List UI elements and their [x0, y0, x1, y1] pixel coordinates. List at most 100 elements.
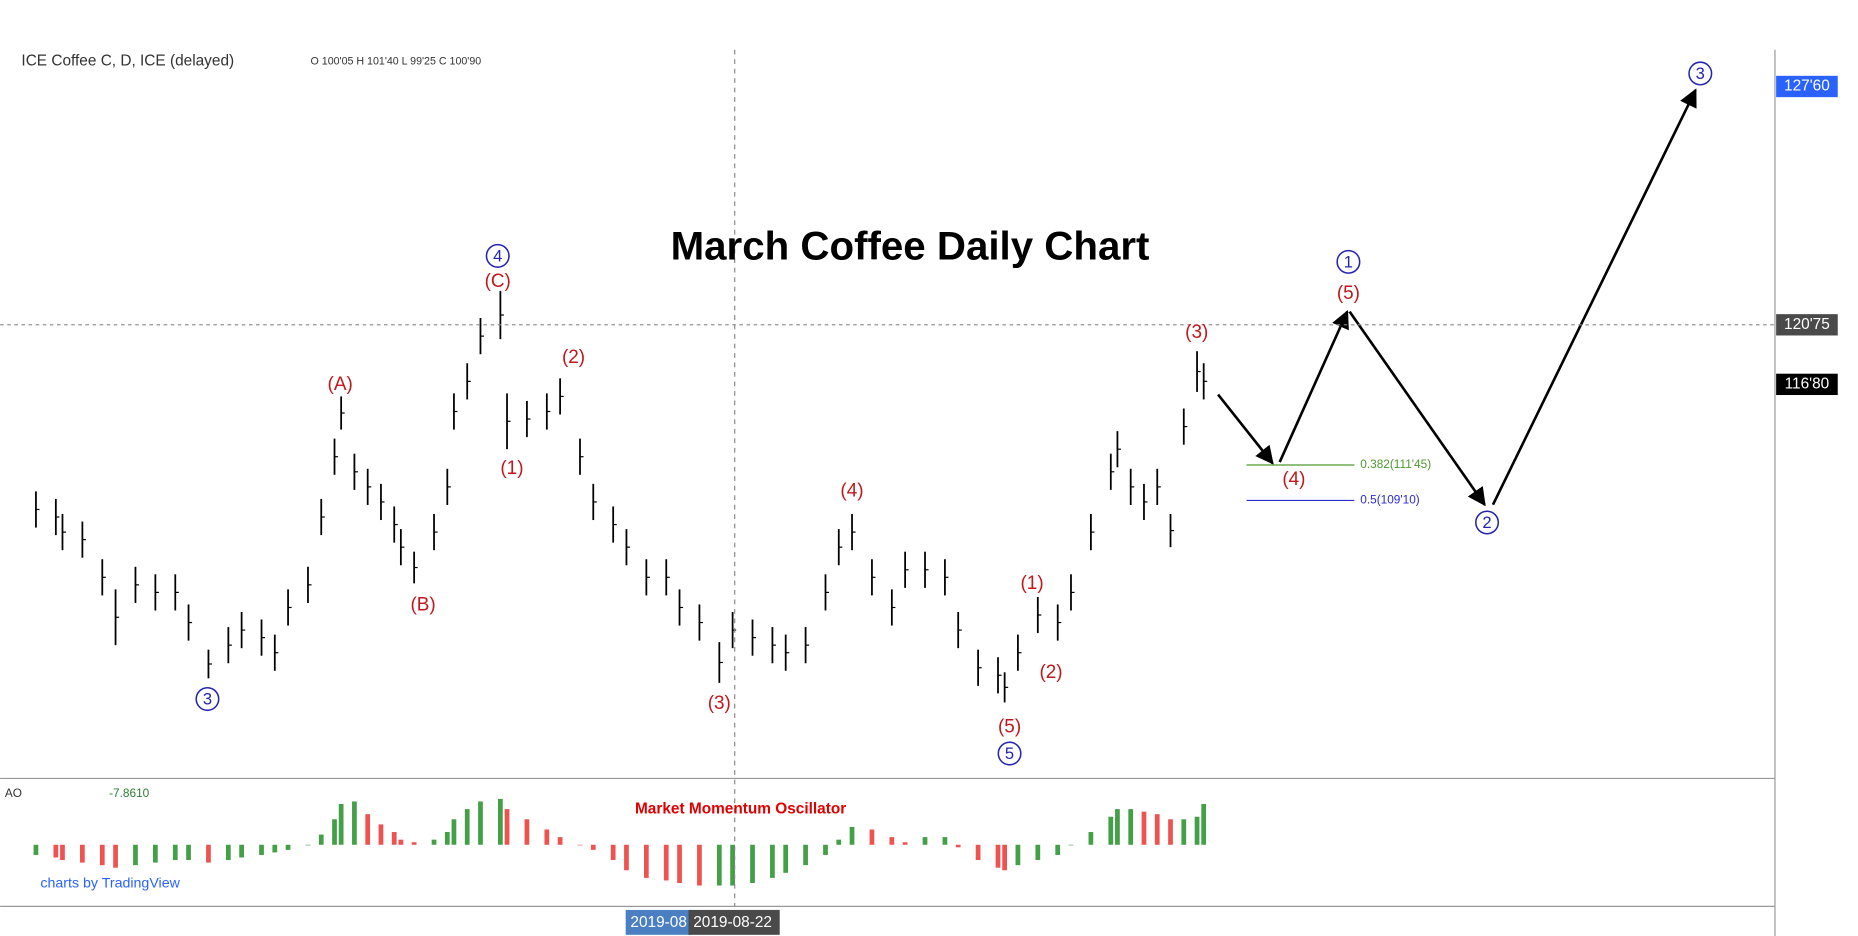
ao-bar [1194, 816, 1200, 845]
ao-bar [889, 837, 895, 845]
ao-bar [1035, 844, 1041, 861]
ao-bar [590, 844, 596, 850]
wave-circle [485, 243, 510, 268]
ao-bar [338, 804, 344, 845]
chart-title: March Coffee Daily Chart [671, 223, 1150, 268]
ao-bar [922, 837, 928, 845]
oscillator-title: Market Momentum Oscillator [635, 800, 846, 817]
ao-bar [942, 837, 948, 845]
ao-bar [99, 844, 105, 866]
ao-bar [272, 844, 278, 853]
ao-bar [849, 826, 855, 845]
marks [33, 290, 1208, 886]
ao-bar [1068, 844, 1074, 846]
ao-bar [186, 844, 191, 861]
ao-bar [478, 801, 483, 845]
crosshair-box [625, 909, 693, 935]
wave-label: (A) [328, 374, 353, 395]
ao-bar [53, 844, 59, 858]
wave-label: (4) [840, 481, 863, 502]
wave-label: 1 [1344, 252, 1353, 271]
ao-bar [431, 839, 437, 845]
ao-bar [995, 844, 1001, 868]
ao-bar [663, 844, 669, 881]
ao-bar [750, 844, 755, 883]
fib-label: 0.5(109'10) [1360, 493, 1420, 507]
ao-bar [1168, 819, 1173, 845]
wave-label: (5) [998, 716, 1021, 737]
ao-bar [444, 832, 450, 845]
ao-bar [352, 801, 357, 845]
price-marker-label: 120'75 [1784, 316, 1830, 333]
ao-bar [1015, 844, 1021, 866]
ao-bar [239, 844, 244, 858]
wave-label: (3) [1185, 322, 1208, 343]
wave-circle [1336, 249, 1361, 274]
wave-label: (2) [1039, 662, 1062, 683]
ao-name: AO [5, 786, 22, 800]
ao-bar [869, 829, 875, 845]
ao-bar [836, 839, 842, 845]
ao-bar [411, 842, 417, 845]
ao-bar [643, 844, 649, 878]
ao-bar [544, 829, 550, 845]
wave-label: (1) [1021, 573, 1044, 594]
ao-bar [33, 844, 39, 855]
wave-circle [1475, 510, 1500, 535]
ao-bar [1088, 832, 1094, 845]
arrow [1491, 88, 1697, 506]
overlay: 0.382(111'45) 0.5(109'10) 120'75 116'80 127'… [0, 49, 1838, 935]
ao-bar [305, 844, 311, 846]
wave-circle [1688, 61, 1713, 86]
ao-bar [464, 809, 470, 845]
ao-bar [1181, 819, 1187, 845]
ao-bar [803, 844, 808, 866]
ao-bar [225, 844, 231, 861]
ao-bar [955, 844, 961, 848]
wave-label: 4 [493, 246, 502, 265]
ao-bar [577, 844, 583, 846]
ao-bar [823, 844, 828, 855]
branding: charts by TradingView [40, 876, 180, 892]
arrow [1278, 309, 1349, 463]
ao-value: -7.8610 [109, 786, 150, 800]
wave-label: (4) [1282, 469, 1305, 490]
wave-label: (2) [562, 347, 585, 368]
price-marker-label: 116'80 [1785, 375, 1830, 392]
wave-label: (1) [500, 458, 523, 479]
ao-bar [902, 842, 908, 845]
ao-bar [1154, 814, 1160, 845]
wave-label: 2 [1482, 513, 1491, 532]
ao-bar [1128, 809, 1134, 845]
ao-bar [1201, 804, 1207, 845]
projection-arrows [1217, 88, 1697, 507]
ao-bar [285, 844, 291, 850]
ao-bar [1108, 816, 1114, 845]
ao-bar [80, 844, 85, 863]
ao-bar [730, 844, 735, 886]
crosshair-box [688, 909, 780, 935]
ao-bar [172, 844, 178, 861]
ao-bar [1002, 844, 1008, 871]
arrow [1348, 310, 1486, 507]
ao-bar [524, 819, 530, 845]
ao-bar [677, 844, 682, 883]
symbol: ICE Coffee C, D, ICE (delayed) [21, 53, 234, 70]
ao-bar [259, 844, 264, 855]
ao-bar [610, 844, 616, 861]
wave-circle [195, 687, 220, 712]
wave-label: (5) [1337, 283, 1360, 304]
crosshair-label: 2019-08-22 [693, 914, 772, 931]
price-marker [1776, 373, 1838, 396]
wave-label: 3 [203, 690, 212, 709]
ao-bar [504, 809, 510, 845]
axis-badge-label: 127'60 [1784, 78, 1830, 95]
wave-label: (B) [410, 594, 435, 615]
ao-bar [697, 844, 702, 886]
ao-bar [1141, 811, 1147, 845]
ao-bar [113, 844, 118, 868]
ao-bar [557, 837, 563, 845]
wave-label: 5 [1005, 744, 1014, 763]
